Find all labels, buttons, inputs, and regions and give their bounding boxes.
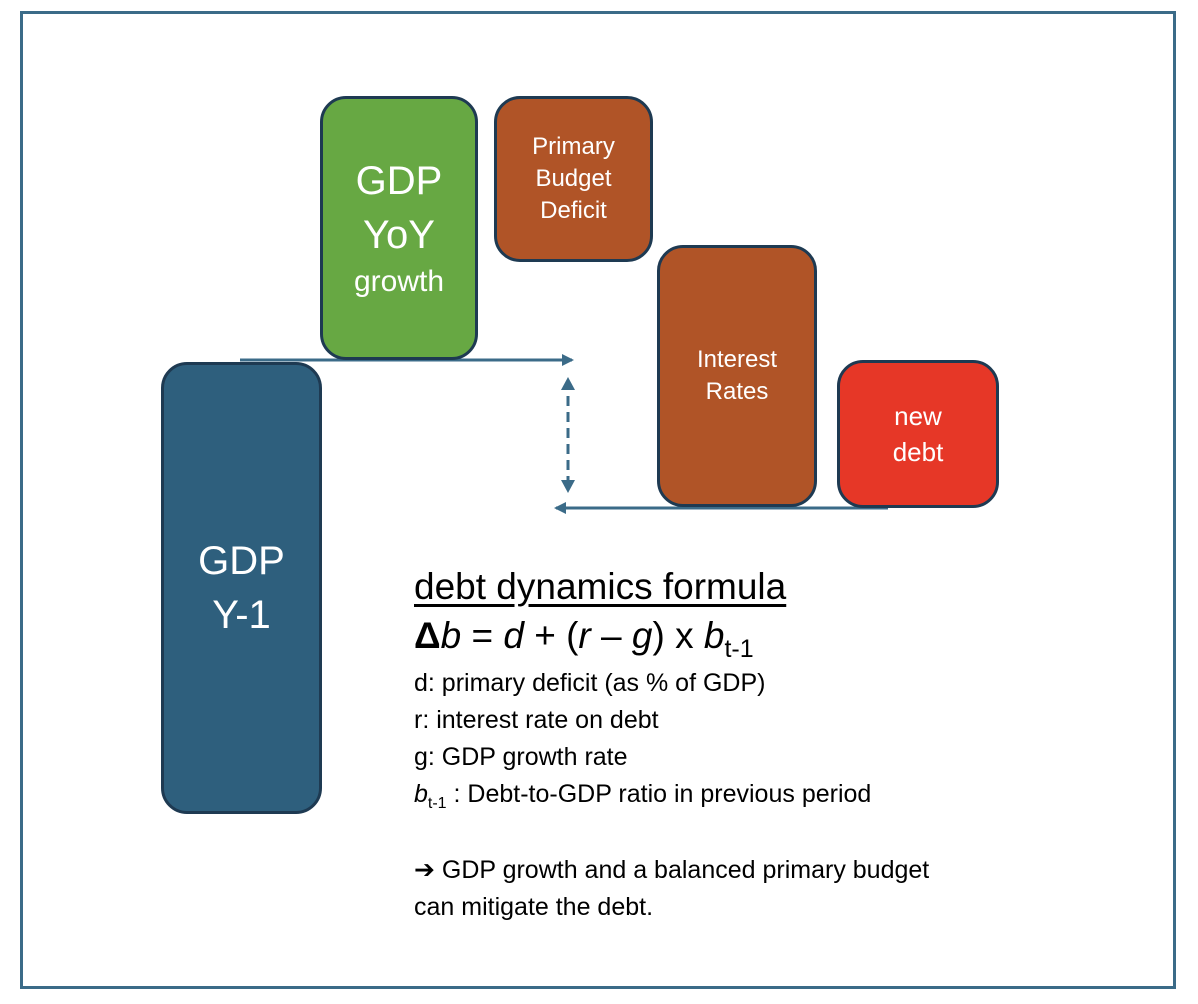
formula-d: d <box>503 615 524 656</box>
definition-b-subscript: t-1 <box>427 795 447 812</box>
gdp-yoy-line1: GDP <box>355 159 443 203</box>
interest-rates-box: Interest Rates <box>657 245 817 507</box>
gdp-yoy-line3: growth <box>353 265 445 298</box>
definition-b-text: : Debt-to-GDP ratio in previous period <box>446 780 872 808</box>
formula-delta: Δ <box>414 615 441 656</box>
formula-minus: – <box>590 615 632 656</box>
formula-equation: Δb = d + (r – g) x bt-1 <box>414 611 1114 665</box>
formula-block: debt dynamics formula Δb = d + (r – g) x… <box>414 563 1114 926</box>
formula-r: r <box>578 615 591 656</box>
deficit-line2: Budget <box>535 165 612 192</box>
new-debt-line1: new <box>894 401 942 431</box>
formula-g: g <box>631 615 653 656</box>
formula-eq-part3: ) x <box>652 615 704 656</box>
gdp-prev-line1: GDP <box>198 539 285 583</box>
deficit-line1: Primary <box>532 133 615 160</box>
formula-title: debt dynamics formula <box>414 566 787 607</box>
formula-eq-part1: = <box>461 615 504 656</box>
gdp-yoy-line2: YoY <box>363 213 435 257</box>
conclusion-text1: GDP growth and a balanced primary budget <box>434 856 930 884</box>
interest-line2: Rates <box>705 378 769 405</box>
gdp-yoy-growth-box: GDP YoY growth <box>320 96 478 360</box>
primary-budget-deficit-box: Primary Budget Deficit <box>494 96 653 262</box>
new-debt-line2: debt <box>892 437 944 467</box>
definition-g: g: GDP growth rate <box>414 743 628 771</box>
formula-b2: b <box>703 615 725 656</box>
conclusion-line2: can mitigate the debt. <box>414 893 654 921</box>
interest-line1: Interest <box>696 346 778 373</box>
gdp-prev-line2: Y-1 <box>212 593 271 637</box>
definition-r: r: interest rate on debt <box>414 706 659 734</box>
formula-subscript: t-1 <box>724 635 754 663</box>
gdp-previous-year-box: GDP Y-1 <box>161 362 322 814</box>
deficit-line3: Deficit <box>540 197 607 224</box>
right-arrow-icon: ➔ <box>414 856 435 884</box>
new-debt-box: new debt <box>837 360 999 508</box>
definition-b-symbol: b <box>414 780 428 808</box>
definition-b: bt-1 : Debt-to-GDP ratio in previous per… <box>414 776 1114 816</box>
formula-eq-part2: + ( <box>523 615 579 656</box>
definition-d: d: primary deficit (as % of GDP) <box>414 669 766 697</box>
difference-arrow-head-top <box>561 377 575 390</box>
formula-b: b <box>440 615 462 656</box>
difference-arrow-head-bottom <box>561 480 575 493</box>
diagram-frame <box>20 11 1176 989</box>
conclusion-line1: ➔ GDP growth and a balanced primary budg… <box>414 852 1114 889</box>
